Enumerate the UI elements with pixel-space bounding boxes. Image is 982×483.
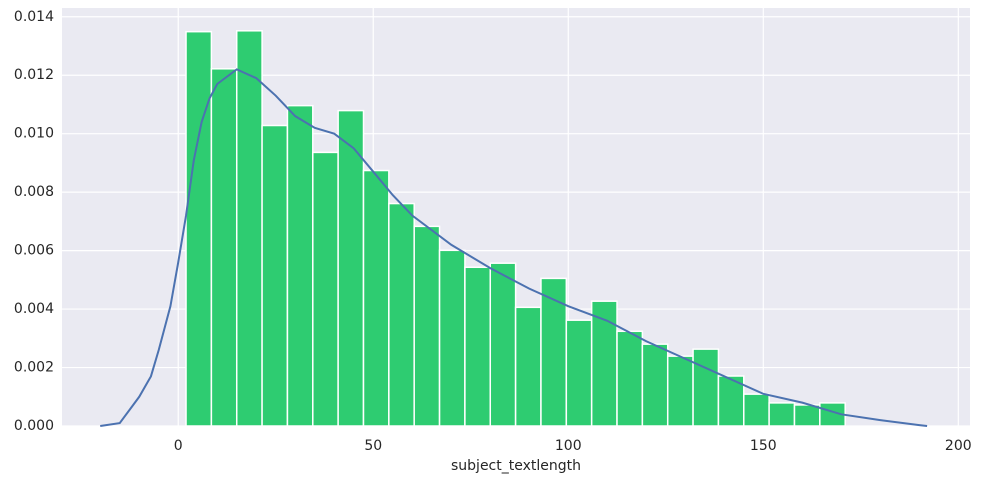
bar (413, 225, 441, 427)
y-tick-label: 0.014 (14, 9, 54, 25)
bar (362, 169, 390, 427)
bar (768, 402, 796, 427)
y-tick-label: 0.010 (14, 126, 54, 142)
bar (666, 355, 694, 427)
bar (261, 124, 289, 427)
y-tick-label: 0.002 (14, 360, 54, 376)
bar (464, 266, 492, 427)
x-axis-label: subject_textlength (451, 458, 581, 474)
bar (641, 343, 669, 427)
y-tick-label: 0.004 (14, 301, 54, 317)
bar (743, 393, 770, 427)
bar (185, 30, 213, 427)
bar (717, 375, 745, 427)
x-tick-label: 200 (945, 438, 972, 454)
x-tick-label: 50 (364, 438, 382, 454)
bar (235, 30, 263, 427)
bar (438, 249, 466, 427)
bar (489, 262, 517, 427)
bar (312, 151, 339, 427)
y-tick-label: 0.000 (14, 418, 54, 434)
y-tick-label: 0.006 (14, 243, 54, 259)
x-tick-label: 0 (174, 438, 183, 454)
bar (565, 319, 593, 427)
bar (692, 348, 720, 427)
bar (590, 300, 618, 427)
bar (514, 306, 542, 427)
x-tick-label: 100 (555, 438, 582, 454)
x-tick-label: 150 (750, 438, 777, 454)
y-tick-label: 0.008 (14, 184, 54, 200)
bar (616, 330, 644, 427)
bar (337, 109, 365, 427)
bar (793, 404, 821, 427)
y-tick-label: 0.012 (14, 67, 54, 83)
bar (286, 104, 314, 427)
bar (388, 202, 415, 427)
kde-line (100, 68, 928, 427)
bar (210, 68, 238, 427)
